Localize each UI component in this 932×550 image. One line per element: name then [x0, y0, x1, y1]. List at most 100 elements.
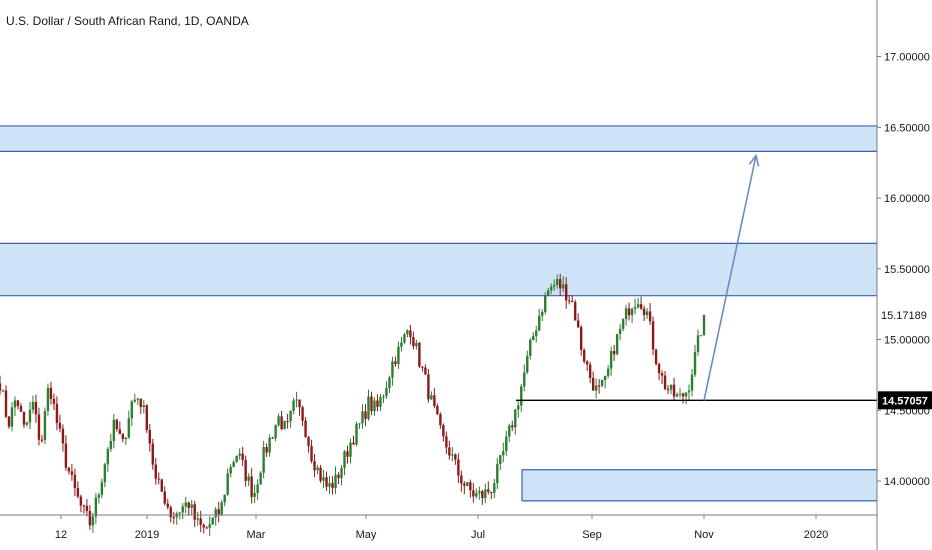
candle-body — [696, 335, 700, 352]
candle — [217, 501, 220, 523]
candle-body — [526, 355, 529, 373]
candle-body — [220, 502, 223, 515]
candle-body — [394, 361, 397, 365]
candle — [271, 436, 274, 439]
candle-body — [241, 453, 244, 460]
candle — [136, 397, 140, 406]
candle — [591, 371, 595, 391]
candle-body — [211, 517, 214, 525]
candle-body — [133, 399, 137, 402]
candle — [283, 420, 286, 430]
candle-body — [187, 502, 190, 508]
candle-body — [702, 315, 706, 336]
candle — [669, 384, 673, 395]
candle — [606, 364, 610, 379]
candle-body — [559, 279, 562, 289]
candle — [415, 339, 418, 350]
candle-body — [391, 361, 394, 378]
candle — [214, 507, 217, 526]
candle — [451, 447, 454, 462]
candle-body — [88, 511, 92, 526]
candle-body — [567, 300, 571, 302]
candle-body — [538, 315, 541, 331]
candle — [547, 287, 550, 297]
candle-body — [58, 423, 62, 429]
candle — [295, 391, 298, 408]
candle-body — [223, 494, 226, 503]
candle — [564, 277, 568, 309]
candle-body — [678, 393, 682, 395]
candle — [493, 478, 496, 499]
candle — [532, 332, 535, 341]
candle-body — [585, 361, 589, 365]
candle-body — [657, 364, 661, 374]
candle-body — [457, 459, 460, 476]
candle — [175, 511, 178, 525]
candle-body — [355, 423, 358, 445]
candle — [385, 381, 388, 399]
candle-body — [202, 524, 205, 528]
candle-body — [624, 308, 628, 320]
candle — [205, 526, 208, 529]
candle-body — [235, 455, 238, 463]
candle — [397, 341, 400, 369]
candle-body — [442, 425, 445, 437]
candle-body — [310, 446, 313, 462]
candle — [289, 410, 292, 428]
candle — [163, 486, 166, 506]
candle-body — [340, 467, 343, 479]
candle-body — [4, 390, 8, 417]
candle-body — [385, 387, 388, 397]
candle-body — [627, 308, 631, 316]
candle-body — [313, 461, 316, 471]
candle — [487, 481, 490, 495]
time-tick-label: Nov — [694, 529, 714, 541]
candle-body — [532, 335, 535, 340]
candle — [454, 453, 457, 465]
candle-body — [499, 455, 502, 464]
candle — [367, 389, 370, 421]
candle-body — [178, 512, 181, 514]
candle — [55, 396, 59, 431]
candle-body — [247, 476, 250, 481]
candle-body — [562, 284, 565, 289]
candle-body — [259, 472, 262, 485]
candle — [418, 341, 421, 368]
candle-body — [316, 467, 319, 471]
candle-body — [334, 474, 337, 489]
candle — [340, 465, 343, 486]
candle-body — [154, 464, 157, 479]
candle-body — [388, 377, 391, 388]
candle — [199, 510, 202, 533]
candle — [382, 394, 385, 404]
upper-resistance-zone — [0, 125, 877, 152]
candle-body — [448, 447, 451, 456]
candle — [187, 501, 190, 516]
candle — [313, 453, 316, 478]
zones-layer — [0, 125, 877, 502]
candle-body — [654, 349, 658, 365]
candle — [253, 484, 256, 503]
candle-body — [130, 401, 134, 419]
candle-body — [594, 385, 598, 391]
candle — [364, 404, 367, 427]
candle-body — [603, 375, 607, 380]
candle — [169, 505, 172, 523]
candle — [250, 468, 253, 504]
line-price-label: 14.57057 — [882, 395, 928, 407]
candle — [265, 443, 268, 458]
candle — [517, 399, 520, 418]
candle — [40, 434, 44, 443]
candle-body — [699, 335, 703, 337]
candle — [247, 473, 250, 486]
candle — [567, 294, 571, 305]
candle-body — [193, 504, 196, 520]
candle-body — [400, 342, 403, 347]
projection-arrow-head — [748, 153, 760, 167]
candle — [13, 396, 17, 416]
candle — [538, 308, 541, 332]
candle-body — [669, 384, 673, 390]
candle — [379, 393, 382, 412]
